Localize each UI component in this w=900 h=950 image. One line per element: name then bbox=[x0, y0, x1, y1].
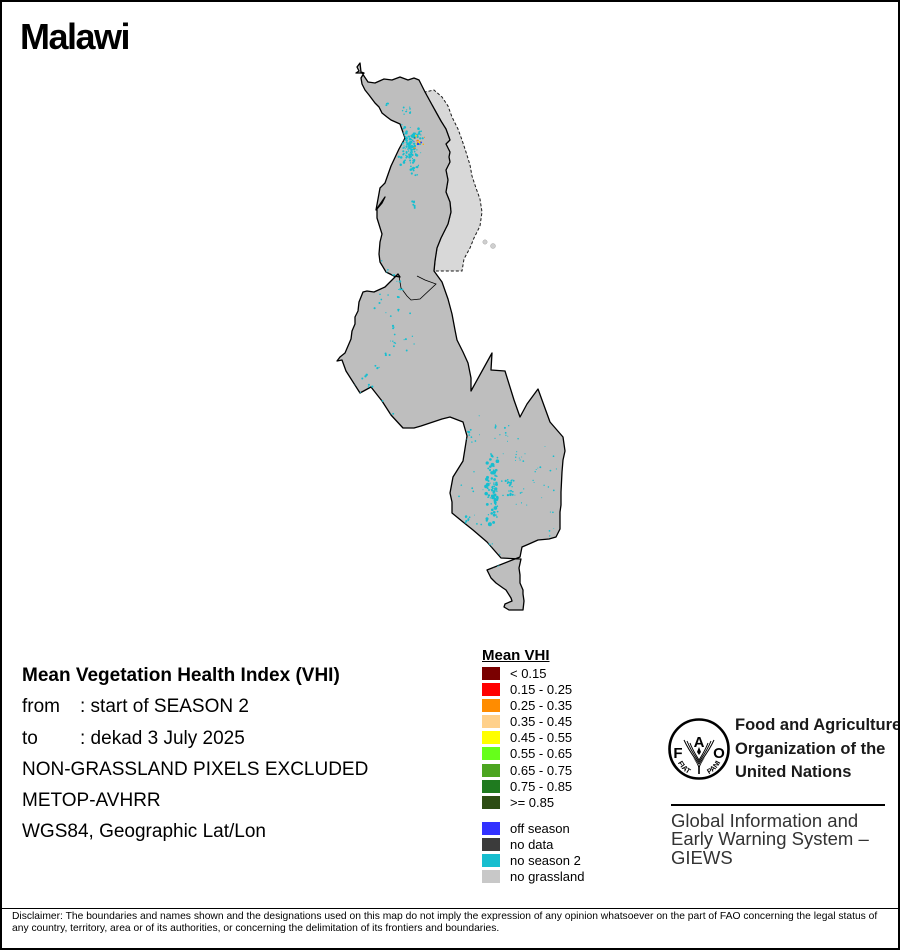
svg-text:F: F bbox=[673, 745, 682, 762]
svg-text:O: O bbox=[713, 745, 725, 762]
